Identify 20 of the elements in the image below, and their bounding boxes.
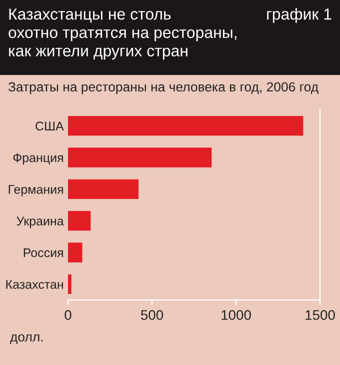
text: график 1 <box>267 8 332 23</box>
x-axis-title: долл. <box>10 334 43 344</box>
chart-title: Казахстанцы не столь охотно тратятся на рестораны, как жители других стран <box>8 8 236 60</box>
chart-subtitle: Затраты на рестораны на человека в год, 2006 год <box>8 82 318 94</box>
bar <box>68 179 139 199</box>
x-tick-label: 1000 <box>222 310 251 320</box>
y-tick-label: Россия <box>24 248 63 258</box>
y-tick-label: Франция <box>13 153 63 165</box>
y-tick-label: США <box>36 122 64 130</box>
bar <box>68 148 212 168</box>
x-tick-label: 500 <box>140 310 164 320</box>
bar <box>68 211 91 231</box>
y-tick-label: Германия <box>8 185 63 196</box>
y-tick-label: Украина <box>16 216 64 228</box>
bar <box>68 274 72 294</box>
bar <box>68 116 304 136</box>
y-tick-label: Казахстан <box>6 280 63 289</box>
bar <box>68 242 82 262</box>
x-tick-label: 0 <box>64 310 72 320</box>
x-tick-label: 1500 <box>306 310 335 320</box>
